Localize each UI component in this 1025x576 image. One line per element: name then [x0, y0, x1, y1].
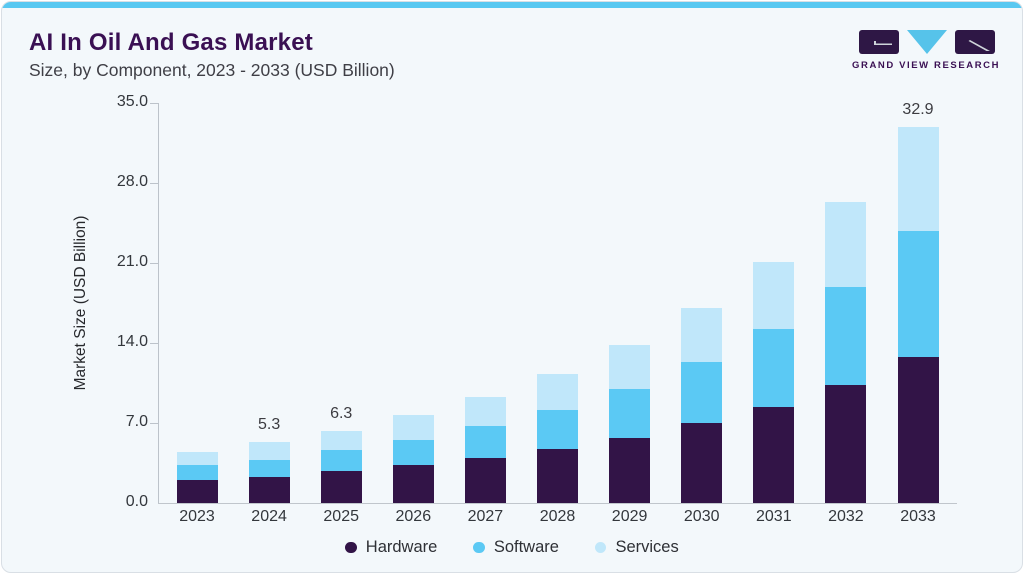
bar-segment-software-2026	[392, 440, 434, 466]
x-tick-label-2033: 2033	[900, 508, 936, 525]
grand-view-research-logo: GRAND VIEW RESEARCH	[852, 28, 1001, 74]
bar-segment-software-2025	[320, 450, 362, 471]
bar-segment-services-2024	[248, 442, 290, 460]
x-axis-line	[158, 503, 957, 504]
top-accent-bar	[2, 2, 1022, 8]
x-tick-label-2023: 2023	[179, 508, 215, 525]
bar-segment-services-2033	[897, 127, 939, 231]
bar-segment-hardware-2032	[825, 385, 867, 503]
x-tick-label-2032: 2032	[828, 508, 864, 525]
bar-segment-software-2032	[825, 287, 867, 386]
bar-segment-services-2032	[825, 202, 867, 287]
legend-label-services: Services	[615, 538, 679, 556]
bar-segment-hardware-2029	[609, 437, 651, 503]
bar-segment-software-2031	[753, 329, 795, 407]
legend-item-software: Software	[473, 538, 559, 557]
y-tick-label-28: 28.0	[116, 173, 148, 190]
x-tick-label-2030: 2030	[683, 508, 720, 525]
x-tick-label-2028: 2028	[539, 508, 576, 525]
x-tick-label-2026: 2026	[395, 508, 432, 525]
bar-segment-software-2029	[609, 388, 651, 438]
y-tick-label-0: 0.0	[125, 493, 148, 510]
bar-segment-software-2033	[897, 231, 939, 357]
x-tick-label-2031: 2031	[756, 508, 792, 525]
bar-segment-hardware-2030	[681, 423, 723, 503]
chart-subtitle: Size, by Component, 2023 - 2033 (USD Bil…	[29, 60, 395, 80]
bar-segment-hardware-2027	[464, 458, 506, 503]
chart-title: AI In Oil And Gas Market	[29, 29, 313, 56]
y-tick-label-7: 7.0	[125, 413, 148, 430]
y-tick-label-21: 21.0	[116, 253, 148, 270]
bar-segment-software-2030	[681, 362, 723, 423]
y-tick-mark-28	[150, 183, 158, 184]
bar-segment-hardware-2028	[537, 449, 578, 503]
total-label-2025: 6.3	[330, 405, 353, 422]
total-label-2024: 5.3	[257, 416, 281, 434]
bar-segment-hardware-2033	[897, 356, 939, 503]
y-tick-mark-21	[150, 263, 158, 264]
legend-item-services: Services	[594, 538, 679, 557]
x-tick-label-2027: 2027	[467, 508, 504, 525]
y-tick-mark-7	[150, 423, 158, 424]
legend-label-hardware: Hardware	[365, 538, 438, 556]
gvr-logo-text: GRAND VIEW RESEARCH	[852, 60, 1001, 71]
y-tick-label-14: 14.0	[116, 333, 148, 350]
bar-segment-services-2026	[392, 415, 434, 441]
bar-segment-hardware-2025	[320, 471, 362, 503]
bar-segment-services-2031	[753, 261, 795, 330]
bar-segment-hardware-2031	[753, 407, 795, 503]
y-tick-mark-35	[150, 103, 158, 104]
bar-segment-services-2028	[537, 373, 578, 411]
bar-segment-services-2029	[609, 345, 651, 389]
x-tick-label-2024: 2024	[251, 508, 287, 525]
bar-segment-services-2025	[320, 431, 362, 451]
bar-segment-hardware-2023	[176, 480, 218, 503]
x-tick-label-2029: 2029	[611, 508, 648, 525]
bar-segment-software-2028	[537, 410, 578, 450]
y-tick-label-35: 35.0	[116, 93, 148, 110]
bar-segment-services-2030	[681, 307, 723, 363]
chart-legend: Hardware Software Services	[2, 538, 1022, 557]
legend-item-hardware: Hardware	[345, 538, 437, 557]
y-axis-line	[158, 103, 159, 503]
bar-segment-hardware-2024	[248, 476, 290, 503]
bar-segment-software-2023	[176, 465, 218, 481]
bar-segment-hardware-2026	[392, 465, 434, 503]
bar-segment-services-2023	[176, 451, 218, 466]
x-tick-label-2025: 2025	[323, 508, 359, 525]
y-tick-mark-14	[150, 343, 158, 344]
legend-label-software: Software	[493, 538, 559, 556]
y-axis-title: Market Size (USD Billion)	[72, 215, 89, 391]
legend-marker-software	[473, 541, 485, 554]
bar-segment-software-2027	[464, 426, 506, 459]
total-label-2033: 32.9	[902, 101, 934, 118]
bar-segment-services-2027	[464, 396, 506, 427]
legend-marker-hardware	[345, 541, 357, 554]
gvr-logo-icon	[859, 30, 995, 54]
legend-marker-services	[594, 541, 607, 554]
bar-segment-software-2024	[248, 459, 290, 477]
